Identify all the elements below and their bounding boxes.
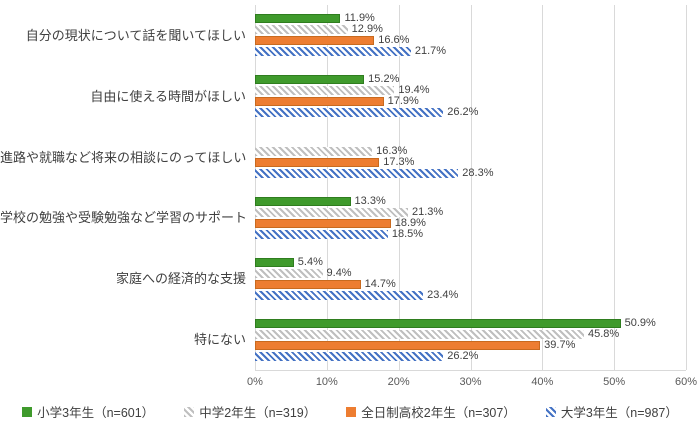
bar bbox=[255, 36, 375, 46]
category-label: 自由に使える時間がほしい bbox=[90, 88, 246, 104]
bar bbox=[255, 218, 391, 228]
legend-item: 全日制高校2年生（n=307） bbox=[346, 402, 516, 421]
bar bbox=[255, 229, 388, 239]
legend-label: 中学2年生（n=319） bbox=[199, 406, 317, 420]
legend-swatch-hatch bbox=[184, 406, 195, 417]
x-tick-label: 0% bbox=[247, 376, 263, 388]
x-axis-line bbox=[255, 370, 686, 371]
x-tick-label: 60% bbox=[674, 376, 698, 388]
x-gridline bbox=[255, 5, 256, 370]
bar bbox=[255, 97, 384, 107]
value-label: 16.6% bbox=[378, 34, 410, 47]
value-label: 21.7% bbox=[414, 45, 447, 58]
legend-label: 大学3年生（n=987） bbox=[560, 406, 678, 420]
bar bbox=[255, 207, 408, 217]
category-label: 進路や就職など将来の相談にのってほしい bbox=[0, 149, 247, 165]
value-label: 5.4% bbox=[297, 255, 323, 268]
legend-label: 小学3年生（n=601） bbox=[37, 406, 155, 420]
bar bbox=[255, 257, 294, 267]
value-label: 9.4% bbox=[326, 266, 352, 279]
x-tick-label: 40% bbox=[531, 376, 554, 388]
bar bbox=[255, 318, 621, 328]
bar bbox=[255, 108, 444, 118]
value-label: 26.2% bbox=[447, 349, 479, 362]
legend-swatch-solid bbox=[346, 406, 357, 417]
x-tick-label: 20% bbox=[387, 376, 410, 388]
bar bbox=[255, 147, 373, 157]
bar bbox=[255, 75, 365, 85]
value-label: 16.3% bbox=[376, 145, 408, 158]
value-label: 21.3% bbox=[412, 205, 444, 218]
value-label: 14.7% bbox=[364, 277, 396, 290]
value-label: 26.2% bbox=[447, 106, 479, 119]
value-label: 45.8% bbox=[587, 327, 620, 340]
x-gridline bbox=[686, 5, 687, 370]
x-gridline bbox=[470, 5, 472, 370]
category-label: 特にない bbox=[193, 332, 246, 348]
legend-swatch-hatch bbox=[545, 406, 556, 417]
x-gridline bbox=[614, 5, 616, 370]
bar bbox=[255, 47, 411, 57]
value-label: 39.7% bbox=[544, 338, 576, 351]
x-gridline bbox=[326, 5, 328, 370]
legend-swatch-solid bbox=[22, 406, 33, 417]
bar bbox=[255, 340, 541, 350]
bar bbox=[255, 86, 395, 96]
legend-item: 大学3年生（n=987） bbox=[545, 402, 678, 421]
legend: 小学3年生（n=601） 中学2年生（n=319） 全日制高校2年生（n=307） 大… bbox=[0, 402, 700, 421]
category-label: 家庭への経済的な支援 bbox=[115, 271, 246, 287]
bar bbox=[255, 169, 459, 179]
legend-item: 小学3年生（n=601） bbox=[22, 402, 154, 421]
value-label: 17.9% bbox=[387, 95, 419, 108]
bar bbox=[255, 268, 323, 278]
x-gridline bbox=[542, 5, 544, 370]
value-label: 12.9% bbox=[351, 23, 383, 36]
bar bbox=[255, 25, 348, 35]
value-label: 23.4% bbox=[427, 288, 459, 301]
legend-item: 中学2年生（n=319） bbox=[184, 402, 316, 421]
bar bbox=[255, 351, 444, 361]
value-label: 18.9% bbox=[394, 216, 426, 229]
bar bbox=[255, 196, 351, 206]
x-gridline bbox=[398, 5, 400, 370]
value-label: 11.9% bbox=[344, 12, 375, 25]
bar bbox=[255, 279, 361, 289]
bar bbox=[255, 14, 341, 24]
value-label: 19.4% bbox=[398, 84, 430, 97]
value-label: 17.3% bbox=[383, 156, 415, 169]
value-label: 15.2% bbox=[368, 73, 400, 86]
value-label: 13.3% bbox=[354, 194, 386, 207]
value-label: 18.5% bbox=[391, 227, 424, 240]
x-tick-label: 10% bbox=[315, 376, 338, 388]
value-label: 50.9% bbox=[624, 316, 656, 329]
x-tick-label: 30% bbox=[459, 376, 482, 388]
bar bbox=[255, 290, 424, 300]
value-label: 28.3% bbox=[462, 167, 494, 180]
bar bbox=[255, 158, 380, 168]
x-tick-label: 50% bbox=[603, 376, 626, 388]
legend-label: 全日制高校2年生（n=307） bbox=[361, 406, 516, 420]
category-label: 自分の現状について話を聞いてほしい bbox=[25, 27, 246, 43]
bar bbox=[255, 329, 584, 339]
category-label: 学校の勉強や受験勉強など学習のサポート bbox=[0, 210, 248, 226]
